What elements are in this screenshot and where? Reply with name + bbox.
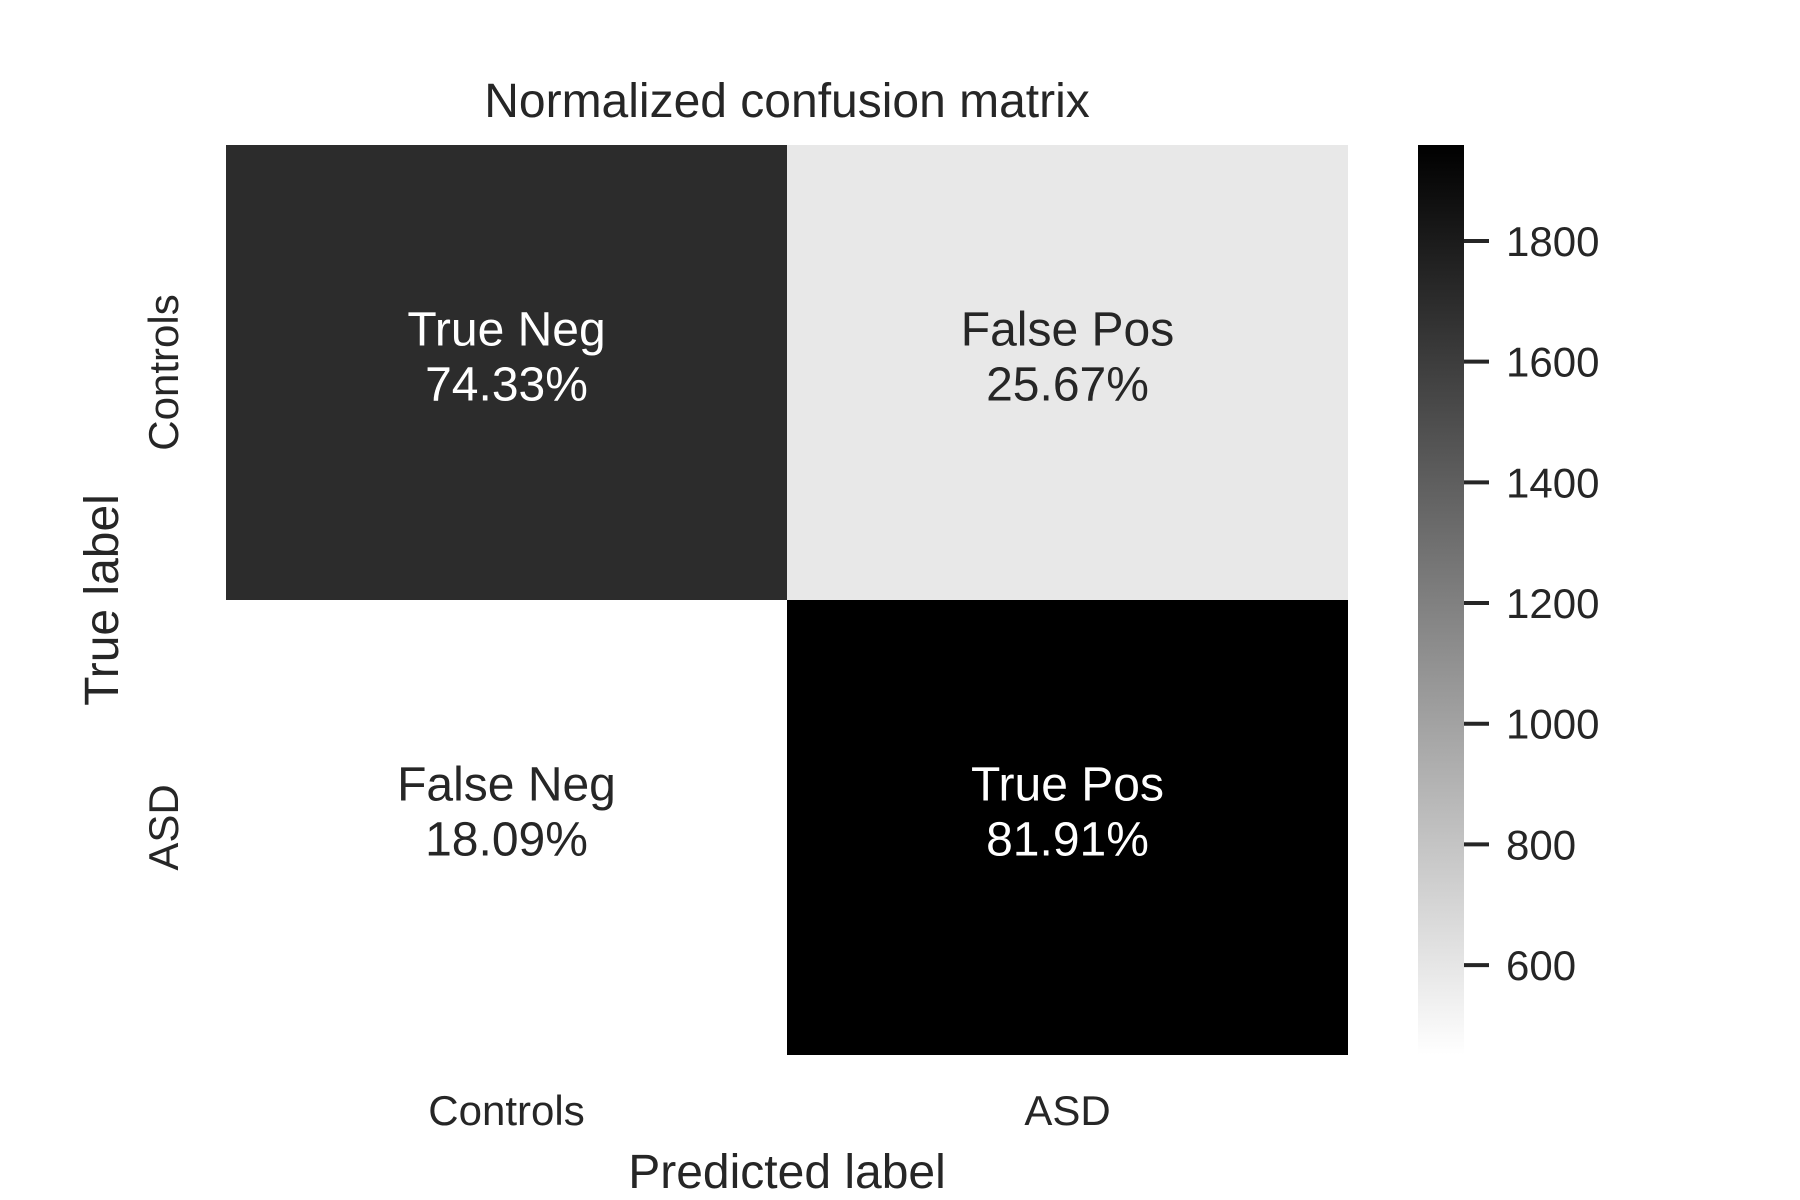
chart-title: Normalized confusion matrix bbox=[484, 75, 1090, 128]
x-tick-labels: Controls ASD bbox=[428, 1087, 1110, 1134]
heatmap-cell-false-neg bbox=[226, 600, 787, 1055]
heatmap-cell-true-pos bbox=[787, 600, 1348, 1055]
cell-percent: 18.09% bbox=[425, 814, 588, 867]
cell-label: True Pos bbox=[971, 759, 1164, 812]
heatmap-cell-false-pos bbox=[787, 145, 1348, 600]
cell-percent: 74.33% bbox=[425, 359, 588, 412]
y-tick-label: Controls bbox=[140, 294, 187, 450]
colorbar-tick-label: 600 bbox=[1506, 942, 1576, 989]
cell-label: True Neg bbox=[407, 304, 605, 357]
colorbar-tick-label: 1400 bbox=[1506, 459, 1599, 506]
colorbar bbox=[1418, 145, 1464, 1055]
colorbar-tick-label: 800 bbox=[1506, 821, 1576, 868]
cell-label: False Pos bbox=[961, 304, 1174, 357]
y-tick-labels: Controls ASD bbox=[140, 294, 187, 870]
x-axis-label: Predicted label bbox=[628, 1146, 946, 1199]
x-tick-label: Controls bbox=[428, 1087, 584, 1134]
heatmap-cell-true-neg bbox=[226, 145, 787, 600]
y-axis-label: True label bbox=[76, 494, 129, 706]
colorbar-tick-label: 1200 bbox=[1506, 580, 1599, 627]
x-tick-label: ASD bbox=[1024, 1087, 1110, 1134]
cell-percent: 81.91% bbox=[986, 814, 1149, 867]
colorbar-tick-label: 1000 bbox=[1506, 701, 1599, 748]
cell-label: False Neg bbox=[397, 759, 616, 812]
y-tick-label: ASD bbox=[140, 784, 187, 870]
colorbar-ticks: 600 800 1000 1200 1400 1600 1800 bbox=[1464, 218, 1599, 989]
cell-percent: 25.67% bbox=[986, 359, 1149, 412]
colorbar-tick-label: 1800 bbox=[1506, 218, 1599, 265]
colorbar-tick-label: 1600 bbox=[1506, 339, 1599, 386]
